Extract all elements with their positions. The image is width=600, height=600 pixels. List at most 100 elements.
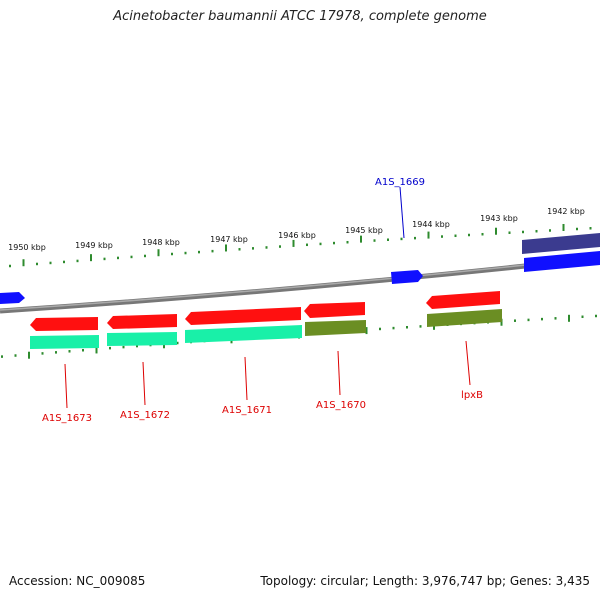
minor-tick	[41, 352, 44, 355]
minor-tick	[379, 327, 381, 331]
minor-tick	[508, 231, 511, 234]
minor-tick	[238, 248, 241, 251]
minor-tick	[198, 250, 200, 254]
minor-tick	[122, 345, 125, 349]
minor-tick	[117, 256, 119, 260]
genome-summary-text: Topology: circular; Length: 3,976,747 bp…	[260, 574, 590, 588]
major-tick	[365, 327, 368, 335]
minor-tick	[184, 251, 187, 255]
kbp-label: 1943 kbp	[480, 214, 518, 223]
map-title: Acinetobacter baumannii ATCC 17978, comp…	[113, 9, 487, 24]
minor-tick	[387, 238, 389, 241]
minor-tick	[14, 354, 17, 357]
feature-cyan-1672[interactable]	[107, 332, 177, 346]
minor-tick	[49, 261, 52, 265]
gene-a1s-1672[interactable]	[107, 314, 177, 329]
gene-partial-left[interactable]	[0, 292, 25, 304]
kbp-label: 1942 kbp	[547, 207, 585, 216]
gene-navy-right[interactable]	[522, 233, 600, 254]
minor-tick	[171, 252, 173, 256]
leader-a1s-1673	[64, 363, 68, 409]
minor-tick	[68, 350, 71, 353]
major-tick	[225, 244, 227, 252]
minor-tick	[136, 344, 138, 348]
minor-tick	[9, 264, 11, 268]
minor-tick	[554, 317, 557, 320]
feature-cyan-1671[interactable]	[185, 325, 302, 343]
minor-tick	[595, 314, 597, 318]
major-tick	[568, 314, 570, 322]
label-a1s-1671[interactable]: A1S_1671	[222, 405, 272, 416]
minor-tick	[76, 259, 79, 263]
minor-tick	[535, 229, 538, 233]
minor-tick	[265, 246, 268, 249]
feature-cyan-1673[interactable]	[30, 335, 99, 349]
kbp-label: 1950 kbp	[8, 243, 46, 252]
major-tick	[427, 231, 430, 239]
minor-tick	[527, 318, 530, 322]
minor-tick	[589, 227, 592, 230]
major-tick	[562, 223, 565, 231]
gene-blue-right[interactable]	[524, 251, 600, 272]
minor-tick	[441, 235, 443, 238]
kbp-label: 1945 kbp	[345, 226, 383, 235]
kbp-scale: 1950 kbp 1949 kbp 1948 kbp 1947 kbp 1946 kbp…	[8, 207, 585, 252]
gene-a1s-1670[interactable]	[304, 302, 365, 318]
minor-tick	[419, 325, 422, 328]
leader-a1s-1669	[399, 186, 405, 239]
label-a1s-1672[interactable]: A1S_1672	[120, 410, 170, 421]
minor-tick	[549, 229, 551, 232]
kbp-label: 1944 kbp	[412, 220, 450, 229]
minor-tick	[319, 242, 322, 246]
gene-lpxb[interactable]	[426, 291, 500, 309]
minor-tick	[306, 243, 308, 247]
label-lpxb[interactable]: lpxB	[461, 390, 483, 401]
feature-olive-lpxb[interactable]	[427, 309, 502, 327]
major-tick	[22, 259, 25, 267]
label-a1s-1669[interactable]: A1S_1669	[375, 177, 425, 188]
gene-a1s-1671[interactable]	[185, 307, 301, 325]
genome-backbone	[0, 255, 600, 314]
minor-tick	[279, 245, 281, 248]
label-a1s-1673[interactable]: A1S_1673	[42, 413, 92, 424]
minor-tick	[392, 326, 395, 330]
label-a1s-1670[interactable]: A1S_1670	[316, 400, 366, 411]
minor-tick	[55, 351, 57, 354]
kbp-label: 1947 kbp	[210, 235, 248, 244]
minor-tick	[576, 227, 578, 231]
minor-tick	[581, 315, 584, 319]
minor-tick	[400, 237, 403, 241]
leader-lpxb	[465, 340, 471, 386]
minor-tick	[481, 232, 484, 236]
minor-tick	[176, 341, 179, 345]
minor-tick	[414, 236, 416, 240]
major-tick	[495, 227, 497, 235]
gene-a1s-1673[interactable]	[30, 317, 98, 331]
kbp-label: 1946 kbp	[278, 231, 316, 240]
minor-tick	[109, 346, 111, 350]
minor-tick	[1, 355, 3, 358]
minor-tick	[454, 234, 457, 238]
minor-tick	[130, 255, 133, 259]
major-tick	[90, 254, 92, 262]
leader-a1s-1672	[142, 361, 146, 406]
minor-tick	[63, 260, 65, 264]
accession-text: Accession: NC_009085	[9, 574, 146, 588]
leader-a1s-1671	[244, 356, 248, 401]
major-tick	[95, 346, 98, 354]
feature-olive-1670[interactable]	[305, 320, 366, 336]
minor-tick	[522, 230, 524, 234]
minor-tick	[82, 348, 84, 352]
minor-tick	[373, 239, 376, 242]
outer-tick-row	[9, 223, 592, 268]
leader-a1s-1670	[337, 350, 341, 396]
kbp-label: 1948 kbp	[142, 238, 180, 247]
major-tick	[500, 318, 503, 326]
minor-tick	[514, 319, 516, 322]
minor-tick	[406, 325, 408, 329]
minor-tick	[333, 241, 335, 245]
gene-a1s-1669[interactable]	[391, 270, 423, 284]
genome-backbone-highlight	[0, 256, 600, 311]
minor-tick	[211, 249, 214, 253]
